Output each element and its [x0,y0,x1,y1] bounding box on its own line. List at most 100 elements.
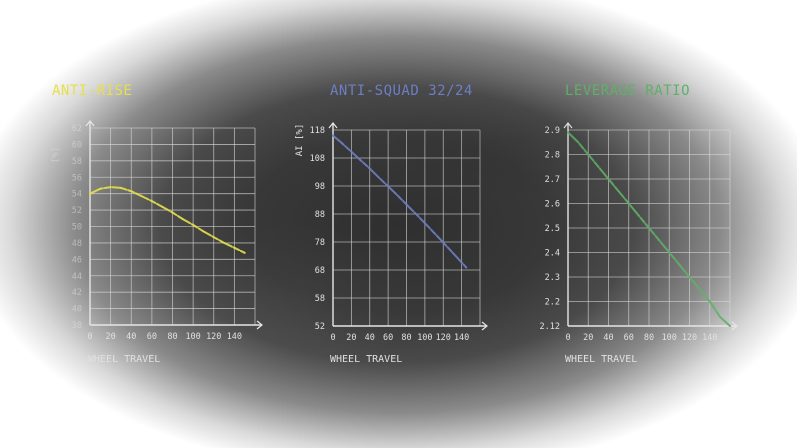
y-tick-label: 58 [72,157,82,167]
x-tick-label: 80 [644,333,654,343]
y-tick-label: 46 [72,255,82,265]
y-tick-label: 2.5 [545,224,560,234]
y-tick-label: 88 [315,210,325,220]
data-point [465,266,468,269]
data-point [718,315,721,318]
data-point [617,190,620,193]
data-point [442,241,445,244]
y-tick-label: 52 [315,322,325,332]
data-point [688,276,691,278]
data-point [451,251,454,254]
data-point [341,142,344,145]
y-axis-arrow-icon [328,122,338,129]
chart-title: ANTI-SQUAD 32/24 [330,83,473,99]
chart-3: LEVERAGE RATIO 0 20 40 60 80 100 120 140 2.12 2.2 2… [540,83,738,365]
x-tick-label: 120 [206,332,221,342]
y-tick-label: 60 [72,140,82,150]
y-tick-label: 54 [72,190,82,200]
data-point [433,231,435,234]
y-axis-label: [%] [51,147,61,163]
y-tick-label: 2.4 [545,249,560,259]
y-tick-label: 38 [72,321,82,331]
y-tick-label: 2.3 [545,273,560,283]
x-tick-label: 140 [702,333,717,343]
chart-title: LEVERAGE RATIO [565,83,690,99]
y-tick-label: 42 [72,288,82,298]
y-tick-label: 2.6 [545,200,560,210]
series-line [89,186,246,254]
data-point [202,230,205,233]
x-axis-label: WHEEL TRAVEL [565,354,637,365]
y-tick-label: 78 [315,238,325,248]
y-tick-label: 98 [315,182,325,192]
x-tick-label: 20 [346,333,356,343]
data-point [140,195,143,198]
data-point [708,300,711,303]
y-tick-label: 48 [72,239,82,249]
data-point [648,227,650,229]
data-point [387,185,390,188]
data-point [567,131,569,134]
data-point [130,190,133,193]
data-point [233,246,236,249]
data-point [161,205,164,208]
data-point [192,223,195,226]
chart-2: ANTI-SQUAD 32/24 0 20 40 60 80 100 120 140 52 58 68… [295,83,488,365]
data-point [405,203,408,206]
data-point [678,263,681,266]
data-point [637,214,640,217]
data-point [668,251,671,254]
x-axis-label: WHEEL TRAVEL [88,354,160,365]
x-tick-label: 60 [383,333,393,343]
data-point [243,251,246,254]
y-tick-label: 118 [310,126,325,136]
x-tick-label: 80 [401,333,411,343]
data-point [332,134,334,137]
y-tick-label: 2.9 [545,126,560,136]
data-point [396,194,399,197]
y-tick-label: 2.7 [545,175,560,185]
data-point [378,176,380,179]
data-point [150,200,153,202]
x-tick-label: 100 [185,332,200,342]
data-point [423,222,426,225]
x-axis-label: WHEEL TRAVEL [330,354,402,365]
data-point [212,236,215,239]
chart-title: ANTI-RISE [52,83,132,99]
data-point [350,150,353,153]
data-point [89,192,91,195]
x-tick-label: 120 [682,333,697,343]
y-tick-label: 56 [72,173,82,183]
x-tick-label: 60 [147,332,157,342]
y-tick-label: 2.8 [545,151,560,161]
data-point [359,159,362,162]
x-tick-label: 60 [624,333,634,343]
data-point [698,288,701,291]
data-point [729,325,731,327]
x-tick-label: 140 [227,332,242,342]
data-point [414,212,417,215]
x-tick-label: 100 [662,333,677,343]
x-tick-label: 0 [87,332,92,342]
chart-1: ANTI-RISE 0 20 40 60 80 100 120 140 38 40 42 44 46 48 5… [51,83,263,365]
y-tick-label: 2.2 [545,298,560,308]
data-point [223,242,225,244]
series-line [332,134,468,269]
x-tick-label: 20 [106,332,116,342]
x-tick-label: 20 [583,333,593,343]
x-axis-arrow-icon [481,321,488,331]
y-tick-label: 108 [310,154,325,164]
y-tick-label: 44 [72,272,82,282]
x-axis-arrow-icon [731,321,738,331]
y-axis-label: AI [%] [295,124,305,157]
data-point [368,167,371,170]
data-point [577,141,580,144]
data-point [120,187,122,189]
data-point [607,178,610,180]
data-point [587,153,590,156]
data-point [181,218,184,221]
data-point [658,239,661,242]
y-axis-arrow-icon [563,122,573,129]
